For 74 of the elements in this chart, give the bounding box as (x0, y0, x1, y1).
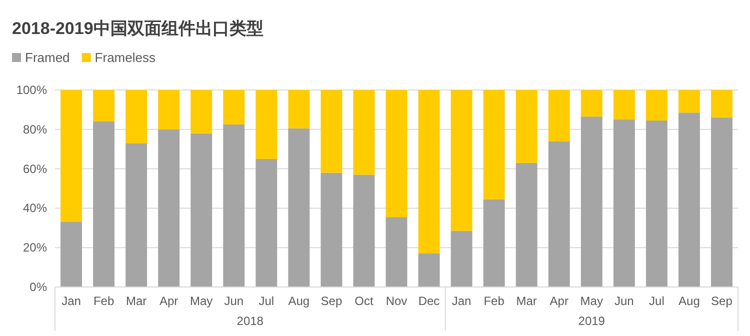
bar (548, 141, 570, 287)
bar (158, 90, 180, 130)
bar (223, 124, 245, 287)
legend-label: Frameless (94, 50, 156, 65)
bar (678, 112, 700, 287)
x-tick-label: Feb (484, 294, 505, 308)
bar (646, 120, 668, 287)
bar (580, 116, 602, 287)
bar (548, 90, 570, 142)
x-tick-label: Aug (678, 294, 700, 308)
bar (93, 122, 115, 287)
bar (646, 90, 668, 121)
bar (386, 90, 408, 218)
x-tick-label: Feb (93, 294, 114, 308)
bar (353, 90, 375, 175)
y-tick-label: 60% (22, 162, 48, 176)
bar (450, 90, 472, 231)
bar (223, 90, 245, 124)
text: 2018 (236, 314, 264, 328)
bar (256, 90, 278, 159)
x-tick-label: Sep (320, 294, 342, 308)
bar (516, 90, 538, 163)
y-tick-label: 80% (22, 122, 48, 136)
bar (288, 128, 310, 287)
bar (353, 174, 375, 287)
x-tick-label: May (580, 294, 603, 308)
x-tick-label: Jul (649, 294, 664, 308)
x-tick-label: Apr (550, 294, 568, 308)
y-tick-label: 40% (22, 201, 48, 216)
bar (516, 162, 538, 287)
x-tick-label: Mar (126, 294, 147, 308)
bar (418, 90, 440, 254)
bar (711, 90, 732, 118)
x-tick-label: Nov (386, 294, 408, 308)
bar (483, 199, 505, 287)
x-tick-label: Sep (711, 294, 733, 308)
bar (126, 90, 148, 144)
bar (386, 217, 408, 287)
bar (678, 90, 700, 113)
bar (613, 90, 635, 120)
y-tick-label: 0% (30, 280, 48, 294)
bar (450, 230, 472, 287)
bar (190, 90, 212, 134)
chart-title: 2018-2019中国双面组件出口类型 (12, 19, 264, 38)
bar (613, 120, 635, 287)
x-tick-label: May (190, 294, 213, 308)
x-tick-label: Mar (516, 294, 537, 308)
bar (418, 254, 440, 287)
y-tick-label: 20% (22, 240, 48, 255)
bar (190, 133, 212, 287)
bar (483, 90, 505, 200)
x-tick-label: Jun (224, 294, 244, 308)
y-tick-label: 100% (16, 83, 48, 97)
x-tick-label: Aug (288, 294, 310, 308)
bar (126, 143, 148, 287)
bar (711, 118, 732, 287)
bar (580, 90, 602, 117)
bar (93, 90, 115, 122)
x-tick-label: Oct (354, 294, 374, 308)
bar (158, 129, 180, 287)
text: 2019 (578, 314, 606, 328)
bar (320, 172, 342, 287)
bar (60, 90, 82, 222)
x-tick-label: Jan (452, 294, 472, 308)
bar (320, 90, 342, 173)
x-tick-label: Jun (614, 294, 634, 308)
bar (256, 158, 278, 287)
x-tick-label: Jan (62, 294, 81, 308)
x-tick-label: Jul (258, 294, 274, 308)
legend-label: Framed (25, 50, 70, 65)
x-tick-label: Apr (159, 294, 178, 308)
x-tick-label: Dec (418, 294, 440, 308)
bar (60, 222, 82, 287)
bar (288, 90, 310, 128)
